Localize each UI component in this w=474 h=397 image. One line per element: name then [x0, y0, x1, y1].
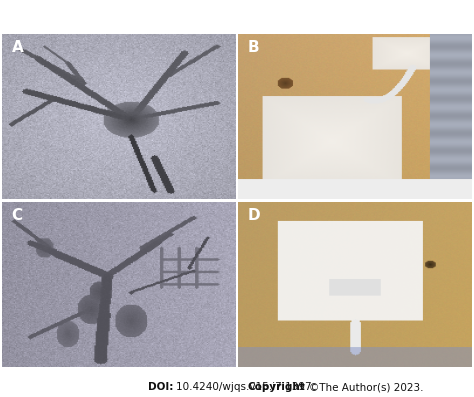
Text: Copyright: Copyright [248, 382, 306, 392]
Text: A: A [12, 40, 23, 55]
Text: DOI:: DOI: [147, 382, 173, 392]
Text: D: D [248, 208, 260, 223]
Text: 10.4240/wjqs.v15.i7.1397: 10.4240/wjqs.v15.i7.1397 [176, 382, 315, 392]
Text: C: C [12, 208, 23, 223]
Text: B: B [248, 40, 259, 55]
Text: ©The Author(s) 2023.: ©The Author(s) 2023. [309, 382, 424, 392]
